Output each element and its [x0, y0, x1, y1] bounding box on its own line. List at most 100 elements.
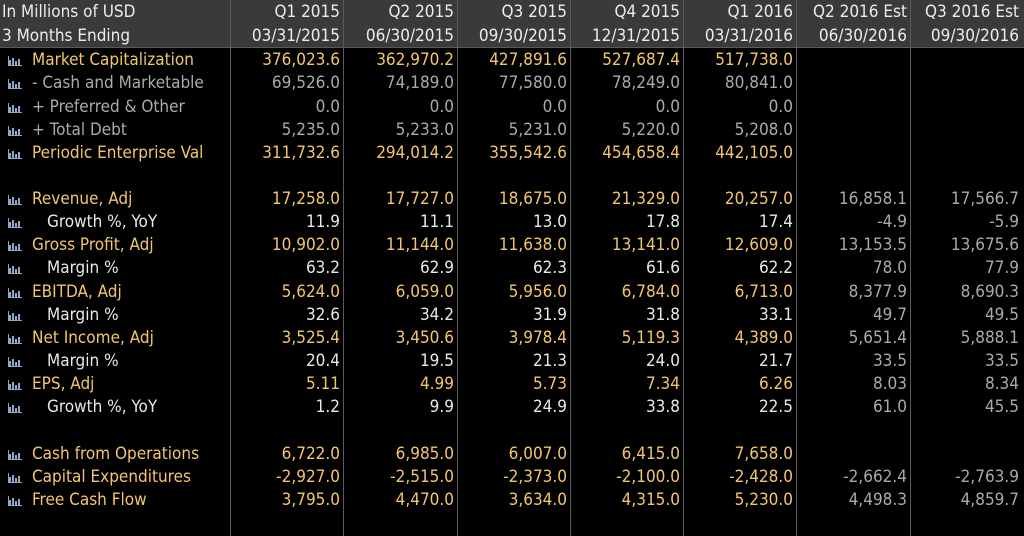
cell-value: 16,858.1 [838, 189, 907, 209]
row-label[interactable]: Cash from Operations [32, 444, 200, 464]
cell-value: 7,658.0 [734, 444, 793, 464]
row-label[interactable]: Margin % [47, 258, 119, 278]
table-row: + Preferred & Other 0.0 0.0 0.0 0.0 0.0 [0, 96, 1024, 119]
row-label[interactable]: Growth %, YoY [47, 397, 158, 417]
row-label[interactable]: Capital Expenditures [32, 467, 191, 487]
cell-value: 454,658.4 [602, 143, 680, 163]
bar-chart-icon[interactable] [8, 357, 22, 367]
bar-chart-icon[interactable] [8, 311, 22, 321]
cell-value: -2,662.4 [843, 467, 907, 487]
row-label[interactable]: Periodic Enterprise Val [32, 143, 204, 163]
cell-value: 6.26 [758, 374, 793, 394]
row-label[interactable]: + Preferred & Other [32, 97, 185, 117]
cell-value: 49.5 [984, 305, 1019, 325]
cell-value: 80,841.0 [724, 73, 793, 93]
cell-value: 69,526.0 [271, 73, 340, 93]
row-label[interactable]: Free Cash Flow [32, 490, 147, 510]
header-date-5: 03/31/2016 [704, 26, 793, 46]
cell-value: 4,389.0 [734, 328, 793, 348]
cell-value: 24.9 [532, 397, 567, 417]
cell-value [798, 119, 907, 142]
row-label[interactable]: Revenue, Adj [32, 189, 133, 209]
cell-value: 0.0 [768, 97, 793, 117]
cell-value: 61.6 [645, 258, 680, 278]
table-row: Margin % 63.2 62.9 62.3 61.6 62.2 78.0 77.9 [0, 257, 1024, 280]
table-row: Growth %, YoY 11.9 11.1 13.0 17.8 17.4 -4.9 -5.… [0, 211, 1024, 234]
cell-value: 33.1 [758, 305, 793, 325]
cell-value: 78.0 [872, 258, 907, 278]
bar-chart-icon[interactable] [8, 264, 22, 274]
cell-value: 24.0 [645, 351, 680, 371]
table-row: Capital Expenditures -2,927.0 -2,515.0 -2,3… [0, 466, 1024, 489]
table-row: Cash from Operations 6,722.0 6,985.0 6,007.… [0, 443, 1024, 466]
cell-value: 355,542.6 [489, 143, 567, 163]
bar-chart-icon[interactable] [8, 103, 22, 113]
row-label[interactable]: Margin % [47, 351, 119, 371]
cell-value: 17,727.0 [385, 189, 454, 209]
cell-value: -2,515.0 [390, 467, 454, 487]
bar-chart-icon[interactable] [8, 149, 22, 159]
cell-value: 527,687.4 [602, 50, 680, 70]
cell-value: 11.1 [419, 212, 454, 232]
cell-value: 0.0 [655, 97, 680, 117]
cell-value: 19.5 [419, 351, 454, 371]
bar-chart-icon[interactable] [8, 218, 22, 228]
bar-chart-icon[interactable] [8, 195, 22, 205]
cell-value [912, 142, 1019, 165]
cell-value: 8.03 [872, 374, 907, 394]
header-date-6: 06/30/2016 [818, 26, 907, 46]
header-date-1: 03/31/2015 [251, 26, 340, 46]
cell-value: 4,859.7 [960, 490, 1019, 510]
cell-value: 8,377.9 [848, 282, 907, 302]
cell-value: 22.5 [758, 397, 793, 417]
cell-value: 5,888.1 [960, 328, 1019, 348]
cell-value: 11,638.0 [498, 235, 567, 255]
bar-chart-icon[interactable] [8, 450, 22, 460]
row-label[interactable]: - Cash and Marketable [32, 73, 204, 93]
cell-value: 442,105.0 [715, 143, 793, 163]
row-label[interactable]: Net Income, Adj [32, 328, 154, 348]
cell-value: 13,153.5 [838, 235, 907, 255]
row-label[interactable]: Margin % [47, 305, 119, 325]
cell-value [798, 96, 907, 119]
cell-value: -5.9 [989, 212, 1019, 232]
cell-value: 0.0 [542, 97, 567, 117]
row-label[interactable]: Gross Profit, Adj [32, 235, 154, 255]
cell-value [912, 443, 1019, 466]
cell-value: 4,498.3 [848, 490, 907, 510]
cell-value: 13.0 [532, 212, 567, 232]
cell-value [798, 49, 907, 72]
table-row: - Cash and Marketable 69,526.0 74,189.0 77,… [0, 72, 1024, 95]
header-date-3: 09/30/2015 [478, 26, 567, 46]
row-label[interactable]: EBITDA, Adj [32, 282, 122, 302]
bar-chart-icon[interactable] [8, 473, 22, 483]
cell-value: 61.0 [872, 397, 907, 417]
table-header: In Millions of USD 3 Months Ending Q1 20… [0, 0, 1024, 48]
table-row: Growth %, YoY 1.2 9.9 24.9 33.8 22.5 61.0 45.5 [0, 396, 1024, 419]
row-label[interactable]: + Total Debt [32, 120, 127, 140]
bar-chart-icon[interactable] [8, 288, 22, 298]
cell-value: 13,675.6 [950, 235, 1019, 255]
cell-value: 3,795.0 [281, 490, 340, 510]
bar-chart-icon[interactable] [8, 380, 22, 390]
cell-value: 33.5 [872, 351, 907, 371]
bar-chart-icon[interactable] [8, 334, 22, 344]
table-row: EPS, Adj 5.11 4.99 5.73 7.34 6.26 8.03 8.34 [0, 373, 1024, 396]
cell-value: 34.2 [419, 305, 454, 325]
row-label[interactable]: EPS, Adj [32, 374, 95, 394]
bar-chart-icon[interactable] [8, 241, 22, 251]
cell-value: 5,956.0 [508, 282, 567, 302]
bar-chart-icon[interactable] [8, 126, 22, 136]
cell-value: 10,902.0 [271, 235, 340, 255]
table-row: Revenue, Adj 17,258.0 17,727.0 18,675.0 21,3… [0, 188, 1024, 211]
cell-value: 21,329.0 [611, 189, 680, 209]
bar-chart-icon[interactable] [8, 496, 22, 506]
cell-value: 4,470.0 [395, 490, 454, 510]
row-label[interactable]: Market Capitalization [32, 50, 194, 70]
row-label[interactable]: Growth %, YoY [47, 212, 158, 232]
bar-chart-icon[interactable] [8, 56, 22, 66]
column-separator [910, 0, 911, 536]
bar-chart-icon[interactable] [8, 403, 22, 413]
bar-chart-icon[interactable] [8, 79, 22, 89]
column-separator [343, 0, 344, 536]
